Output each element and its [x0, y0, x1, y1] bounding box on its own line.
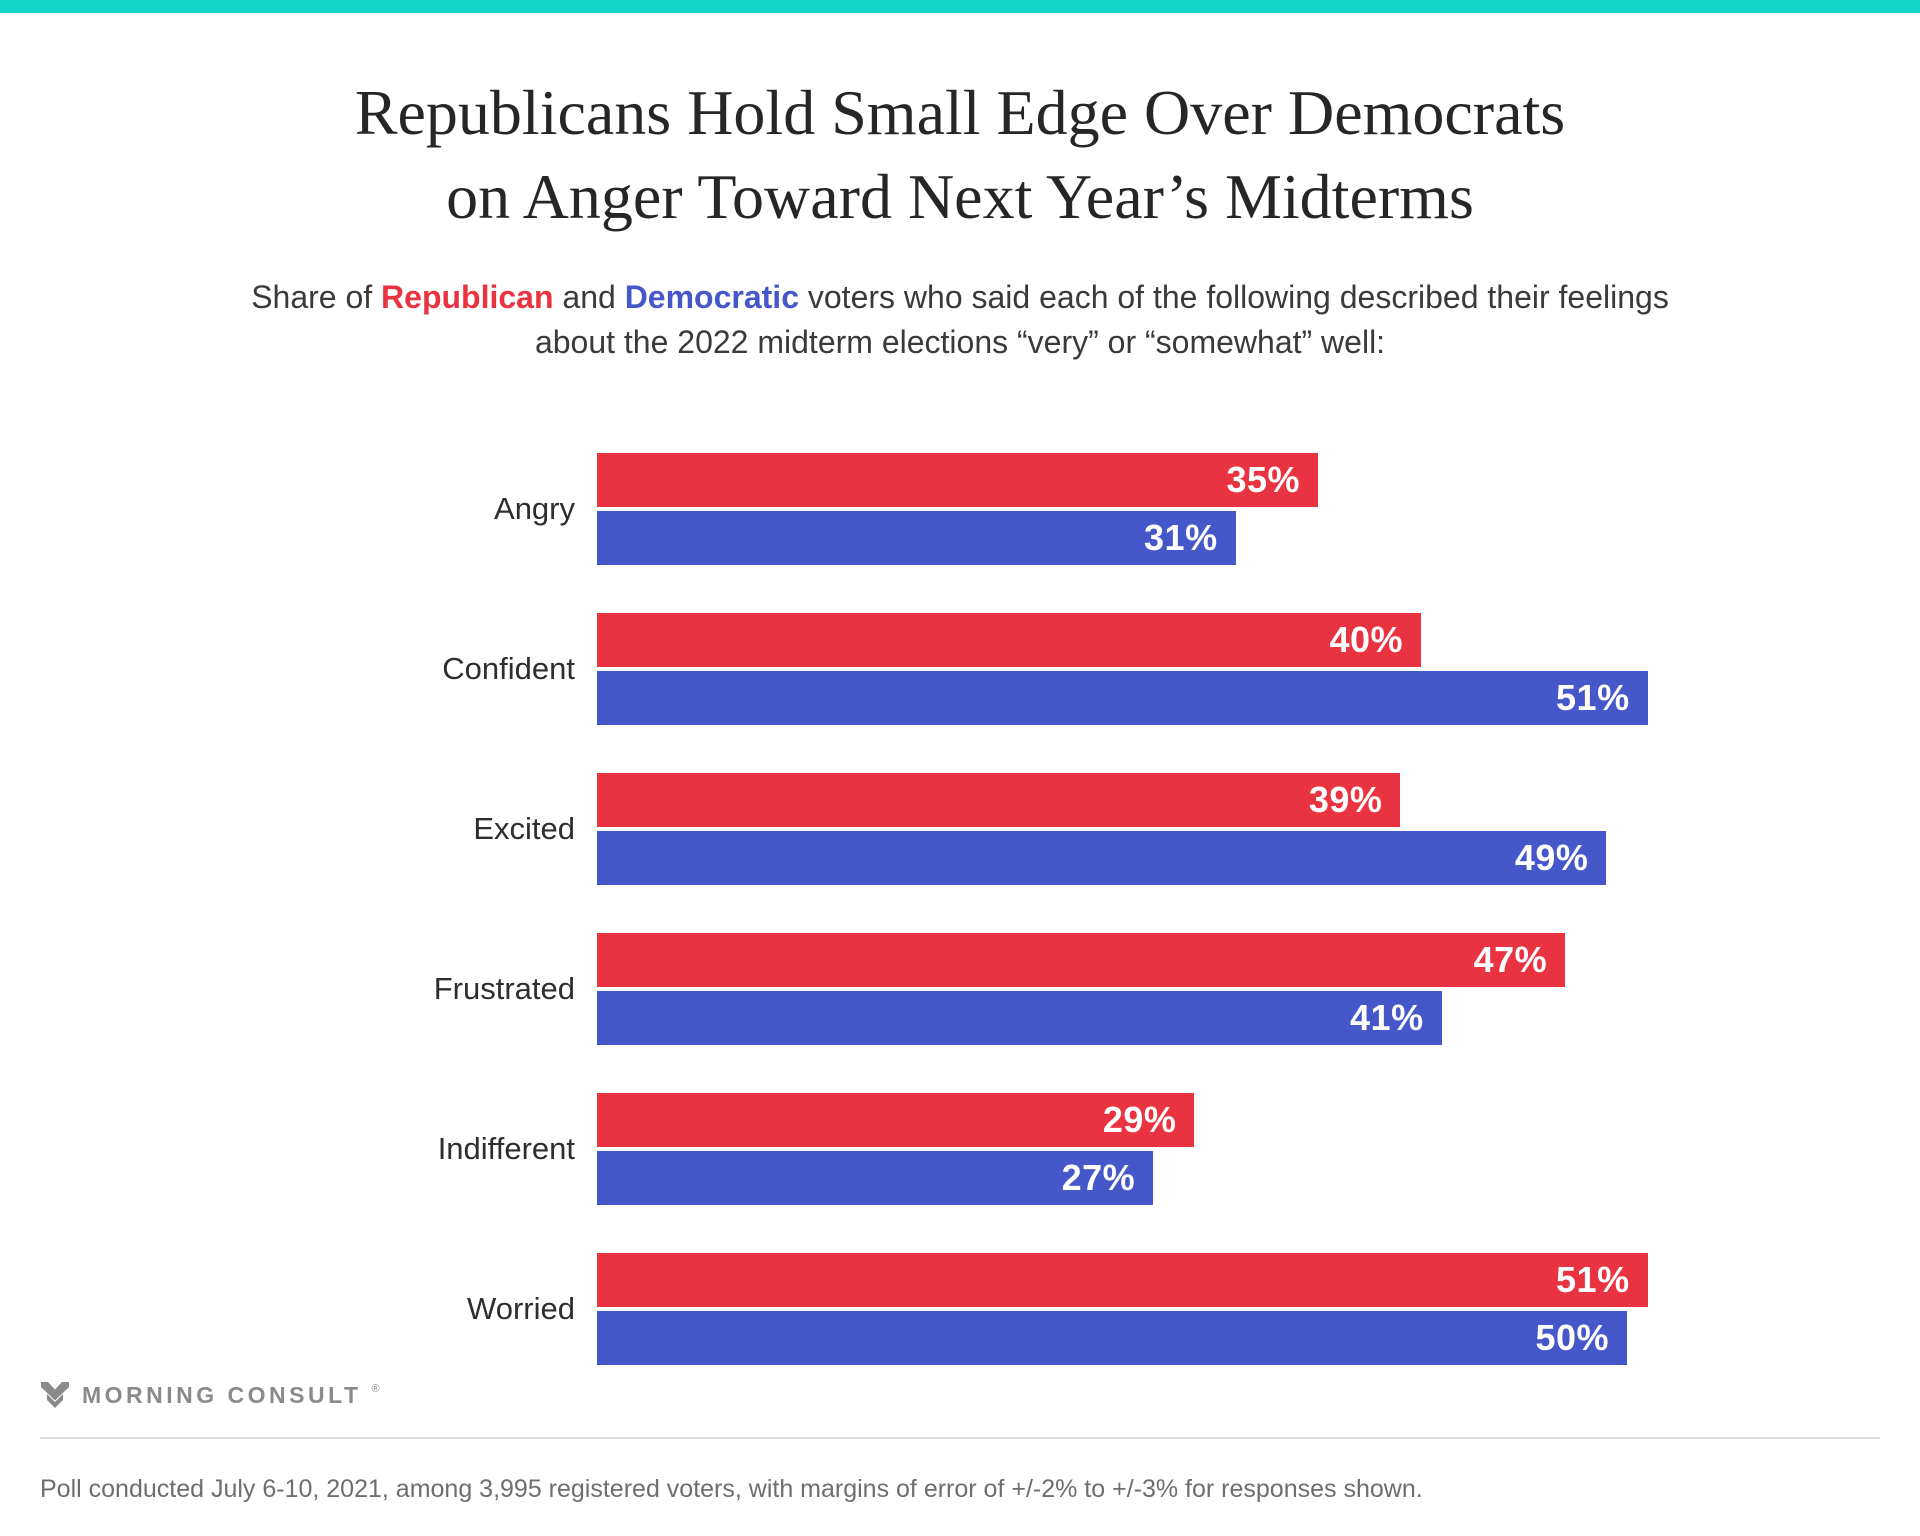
title-line-1: Republicans Hold Small Edge Over Democra…: [354, 77, 1566, 148]
footer: MORNING CONSULT ® Poll conducted July 6-1…: [40, 1381, 1880, 1504]
republican-bar: 40%: [597, 613, 1421, 667]
bar-value-label: 49%: [1514, 837, 1589, 878]
chart-row-angry: Angry 35% 31%: [0, 453, 1920, 565]
chart-row-frustrated: Frustrated 47% 41%: [0, 933, 1920, 1045]
bar-chart: Angry 35% 31% Confident 40% 51% Excited 39% 49% F…: [0, 453, 1920, 1365]
footer-divider: [40, 1437, 1880, 1439]
bar-value-label: 51%: [1556, 1259, 1630, 1300]
republican-bar: 29%: [597, 1093, 1195, 1147]
democratic-bar: 49%: [597, 831, 1607, 885]
democratic-bar: 51%: [597, 671, 1648, 725]
bar-value-label: 50%: [1535, 1317, 1609, 1358]
republican-bar: 47%: [597, 933, 1566, 987]
bar-value-label: 40%: [1329, 619, 1403, 660]
republican-bar: 39%: [597, 773, 1401, 827]
chart-row-excited: Excited 39% 49%: [0, 773, 1920, 885]
category-label: Angry: [494, 491, 575, 526]
chart-row-indifferent: Indifferent 29% 27%: [0, 1093, 1920, 1205]
republican-bar: 35%: [597, 453, 1318, 507]
category-label: Worried: [467, 1291, 575, 1326]
bar-value-label: 41%: [1350, 997, 1424, 1038]
democratic-bar: 31%: [597, 511, 1236, 565]
category-label: Confident: [442, 651, 575, 686]
logo-text: MORNING CONSULT: [82, 1381, 362, 1408]
bar-value-label: 35%: [1226, 459, 1300, 500]
morning-consult-m-icon: [41, 1382, 69, 1408]
chart-row-confident: Confident 40% 51%: [0, 613, 1920, 725]
democratic-bar: 50%: [597, 1311, 1627, 1365]
subtitle-prefix: Share of: [251, 279, 373, 315]
republican-word: Republican: [381, 279, 554, 315]
democratic-bar: 41%: [597, 991, 1442, 1045]
democratic-bar: 27%: [597, 1151, 1154, 1205]
chart-title: Republicans Hold Small Edge Over Democra…: [0, 71, 1920, 239]
category-label: Frustrated: [433, 971, 575, 1006]
democratic-word: Democratic: [624, 279, 799, 315]
chart-subtitle: Share of Republican and Democratic voter…: [210, 275, 1710, 365]
republican-bar: 51%: [597, 1253, 1648, 1307]
bar-pair: 40% 51%: [597, 613, 1648, 725]
bar-value-label: 47%: [1473, 939, 1548, 980]
bar-value-label: 31%: [1144, 517, 1218, 558]
registered-trademark-symbol: ®: [371, 1383, 380, 1395]
chart-row-worried: Worried 51% 50%: [0, 1253, 1920, 1365]
poll-footnote: Poll conducted July 6-10, 2021, among 3,…: [40, 1475, 1423, 1503]
bar-pair: 29% 27%: [597, 1093, 1195, 1205]
bar-pair: 51% 50%: [597, 1253, 1648, 1365]
morning-consult-logo: MORNING CONSULT ®: [40, 1381, 1880, 1409]
title-line-2: on Anger Toward Next Year’s Midterms: [446, 161, 1474, 232]
category-label: Indifferent: [437, 1131, 575, 1166]
bar-value-label: 39%: [1308, 779, 1383, 820]
subtitle-mid: and: [562, 279, 616, 315]
bar-pair: 39% 49%: [597, 773, 1607, 885]
bar-pair: 35% 31%: [597, 453, 1318, 565]
bar-value-label: 29%: [1102, 1099, 1177, 1140]
bar-value-label: 51%: [1556, 677, 1630, 718]
bar-pair: 47% 41%: [597, 933, 1566, 1045]
bar-value-label: 27%: [1061, 1157, 1136, 1198]
subtitle-suffix: voters who said each of the following de…: [534, 279, 1669, 360]
category-label: Excited: [473, 811, 575, 846]
brand-accent-bar: [0, 0, 1920, 13]
